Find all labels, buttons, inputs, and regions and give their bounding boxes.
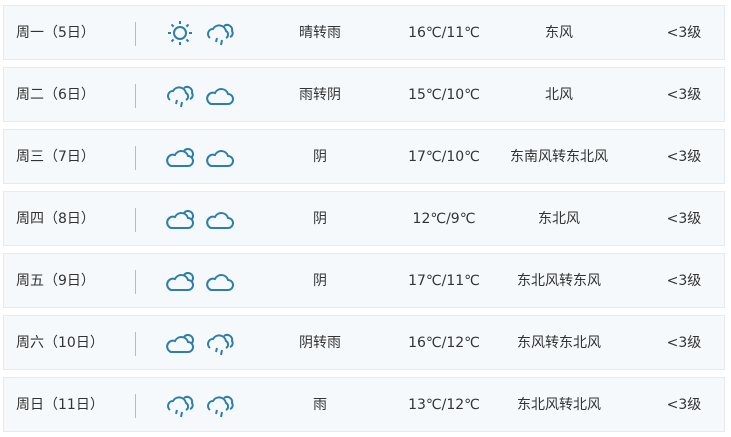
forecast-row: 周三（7日） 阴 17℃/10℃ 东南风转东北风 <3级: [3, 129, 725, 184]
temp-low: /10℃: [441, 87, 480, 103]
wind-direction: 东北风转北风: [517, 397, 601, 413]
forecast-row: 周四（8日） 阴 12℃/9℃ 东北风 <3级: [3, 191, 725, 246]
wind-direction: 东风: [545, 25, 573, 41]
cloud-icon: [166, 334, 194, 353]
rain-icon: [167, 395, 194, 418]
cloud-icon: [166, 148, 194, 167]
divider: [135, 270, 136, 294]
wind-direction: 东风转东北风: [517, 335, 601, 351]
temp-high: 17℃: [408, 273, 442, 289]
day-date: 周六（10日）: [16, 335, 104, 351]
rain-icon: [167, 85, 194, 108]
divider: [135, 208, 136, 232]
rain-icon: [207, 23, 234, 46]
weather-desc: 阴转雨: [299, 335, 341, 351]
sun-icon: [168, 21, 192, 45]
temp-high: 16℃: [408, 335, 442, 351]
temp-high: 12℃: [412, 211, 447, 227]
temperature: 17℃/11℃: [389, 254, 499, 309]
cloud-icon: [166, 272, 194, 291]
temp-low: /12℃: [441, 335, 480, 351]
wind-direction: 北风: [545, 87, 573, 103]
cloud-moon-icon: [206, 83, 234, 105]
temperature: 13℃/12℃: [389, 378, 499, 433]
wind-direction: 东北风转东风: [517, 273, 601, 289]
temp-low: /10℃: [441, 149, 480, 165]
temperature: 17℃/10℃: [389, 130, 499, 185]
weather-desc: 阴: [313, 273, 327, 289]
weather-desc: 雨转阴: [299, 87, 341, 103]
day-date: 周二（6日）: [16, 87, 95, 103]
day-date: 周日（11日）: [16, 397, 104, 413]
temp-low: /12℃: [441, 397, 480, 413]
rain-icon: [207, 333, 234, 356]
forecast-row: 周六（10日） 阴转雨 16℃/12℃ 东风转东北风 <3级: [3, 315, 725, 370]
forecast-row: 周一（5日） 晴转雨 16℃/11℃ 东风 <3级: [3, 5, 725, 60]
wind-level: <3级: [666, 335, 702, 351]
wind-direction: 东南风转东北风: [510, 149, 608, 165]
divider: [135, 394, 136, 418]
weather-desc: 阴: [313, 211, 327, 227]
weather-desc: 阴: [313, 149, 327, 165]
divider: [135, 146, 136, 170]
wind-level: <3级: [666, 25, 702, 41]
day-date: 周一（5日）: [16, 25, 95, 41]
day-date: 周三（7日）: [16, 149, 95, 165]
divider: [135, 84, 136, 108]
forecast-row: 周日（11日） 雨 13℃/12℃ 东北风转北风 <3级: [3, 377, 725, 432]
divider: [135, 332, 136, 356]
temp-high: 15℃: [408, 87, 442, 103]
forecast-row: 周二（6日） 雨转阴 15℃/10℃ 北风 <3级: [3, 67, 725, 122]
temp-high: 13℃: [408, 397, 442, 413]
wind-level: <3级: [666, 149, 702, 165]
temp-low: /11℃: [441, 25, 480, 41]
forecast-row: 周五（9日） 阴 17℃/11℃ 东北风转东风 <3级: [3, 253, 725, 308]
temperature: 16℃/11℃: [389, 6, 499, 61]
cloud-moon-icon: [206, 269, 234, 291]
temp-low: /9℃: [446, 211, 476, 227]
wind-level: <3级: [666, 273, 702, 289]
temp-high: 16℃: [408, 25, 442, 41]
day-date: 周五（9日）: [16, 273, 95, 289]
weather-desc: 晴转雨: [299, 25, 341, 41]
temperature: 12℃/9℃: [389, 192, 499, 247]
rain-icon: [207, 395, 234, 418]
wind-level: <3级: [666, 397, 702, 413]
cloud-icon: [166, 210, 194, 229]
temperature: 15℃/10℃: [389, 68, 499, 123]
cloud-moon-icon: [206, 145, 234, 167]
temp-high: 17℃: [408, 149, 442, 165]
wind-level: <3级: [666, 87, 702, 103]
temp-low: /11℃: [441, 273, 480, 289]
wind-direction: 东北风: [538, 211, 580, 227]
divider: [135, 22, 136, 46]
temperature: 16℃/12℃: [389, 316, 499, 371]
wind-level: <3级: [666, 211, 702, 227]
weather-desc: 雨: [313, 397, 327, 413]
cloud-moon-icon: [206, 207, 234, 229]
day-date: 周四（8日）: [16, 211, 95, 227]
